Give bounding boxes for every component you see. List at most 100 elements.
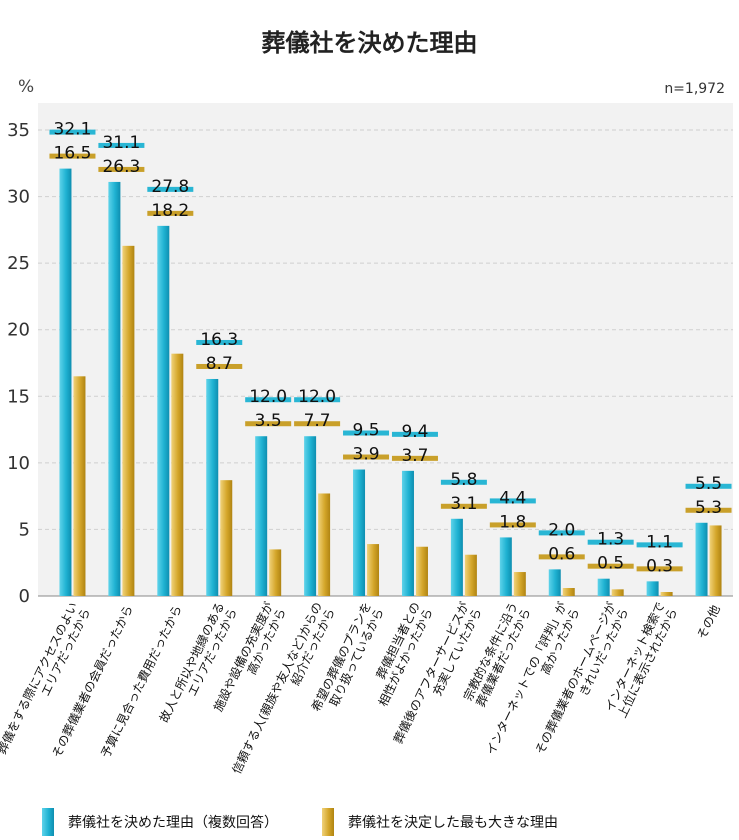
data-label-series2-0: 16.5 xyxy=(54,144,92,164)
label-plate-series2-0 xyxy=(49,153,96,159)
data-label-series2-3: 8.7 xyxy=(206,354,233,374)
bar-series1-8 xyxy=(450,518,463,596)
data-label-series1-1: 31.1 xyxy=(102,133,140,153)
bar-series2-11 xyxy=(611,589,624,596)
label-plate-series2-5 xyxy=(294,421,341,427)
label-plate-series1-0 xyxy=(49,129,96,135)
data-label-series2-2: 18.2 xyxy=(151,201,189,221)
bar-series2-3 xyxy=(220,480,233,596)
category-label-2: 予算に見合った費用だったから xyxy=(97,602,184,760)
data-label-series2-6: 3.9 xyxy=(353,445,380,465)
category-label-line: 予算に見合った費用だったから xyxy=(97,602,184,760)
label-plate-series2-8 xyxy=(440,503,487,509)
bar-series2-12 xyxy=(660,592,673,596)
bar-series1-6 xyxy=(353,469,366,596)
category-label-13: その他 xyxy=(694,603,722,642)
bar-series2-9 xyxy=(513,572,526,596)
bar-series2-0 xyxy=(73,376,86,596)
data-label-series2-4: 3.5 xyxy=(255,411,282,431)
plot-area xyxy=(38,103,733,596)
bar-series1-11 xyxy=(597,578,610,596)
bar-series2-1 xyxy=(122,245,135,596)
data-label-series2-11: 0.5 xyxy=(597,554,624,574)
bar-series1-9 xyxy=(499,537,512,596)
bar-series1-4 xyxy=(255,436,268,596)
data-labels: 32.1 16.5 31.1 26.3 27.8 18.2 16.3 8.7 12.0 3.5 12… xyxy=(49,120,732,576)
data-label-series1-4: 12.0 xyxy=(249,387,287,407)
bar-series2-5 xyxy=(318,493,331,596)
data-label-series2-9: 1.8 xyxy=(499,512,526,532)
data-label-series1-5: 12.0 xyxy=(298,387,336,407)
y-tick-label: 15 xyxy=(7,386,30,407)
data-label-series2-10: 0.6 xyxy=(548,544,575,564)
label-plate-series2-4 xyxy=(245,421,292,427)
bar-series2-10 xyxy=(562,588,575,596)
data-label-series1-11: 1.3 xyxy=(597,530,624,550)
y-tick-label: 0 xyxy=(19,586,30,607)
bar-series1-5 xyxy=(304,436,317,596)
y-tick-label: 35 xyxy=(7,120,30,141)
data-label-series2-5: 7.7 xyxy=(304,411,331,431)
label-plate-series1-5 xyxy=(294,397,341,403)
bars xyxy=(59,168,722,596)
chart-title: 葬儀社を決めた理由 xyxy=(262,29,478,57)
label-plate-series2-7 xyxy=(391,455,438,461)
data-label-series1-13: 5.5 xyxy=(695,474,722,494)
data-label-series2-7: 3.7 xyxy=(401,446,428,466)
bar-series1-3 xyxy=(206,378,219,596)
data-label-series1-7: 9.4 xyxy=(401,422,428,442)
y-tick-label: 30 xyxy=(7,187,30,208)
y-tick-label: 5 xyxy=(19,519,30,540)
legend: 葬儀社を決めた理由（複数回答） 葬儀社を決定した最も大きな理由 xyxy=(42,808,558,836)
y-tick-label: 10 xyxy=(7,453,30,474)
data-label-series1-3: 16.3 xyxy=(200,330,238,350)
data-label-series2-8: 3.1 xyxy=(450,494,477,514)
bar-series1-7 xyxy=(401,470,414,596)
bar-series1-1 xyxy=(108,181,121,596)
label-plate-series2-9 xyxy=(489,522,536,528)
label-plate-series2-10 xyxy=(538,554,585,560)
y-axis-unit: % xyxy=(18,77,34,97)
data-label-series1-2: 27.8 xyxy=(151,177,189,197)
data-label-series1-8: 5.8 xyxy=(450,470,477,490)
y-tick-label: 25 xyxy=(7,253,30,274)
label-plate-series1-2 xyxy=(147,186,194,192)
bar-series1-12 xyxy=(646,581,659,596)
label-plate-series2-6 xyxy=(343,454,390,460)
bar-series2-8 xyxy=(464,554,477,596)
label-plate-series1-4 xyxy=(245,397,292,403)
bar-series2-2 xyxy=(171,353,184,596)
label-plate-series1-11 xyxy=(587,539,634,545)
bar-series2-7 xyxy=(415,546,428,596)
label-plate-series2-11 xyxy=(587,563,634,569)
legend-swatch-series1 xyxy=(42,808,54,836)
bar-series1-2 xyxy=(157,225,170,596)
legend-swatch-series2 xyxy=(322,808,334,836)
sample-size-note: n=1,972 xyxy=(664,81,725,97)
label-plate-series1-12 xyxy=(636,542,683,548)
bar-series1-10 xyxy=(548,569,561,596)
bar-series2-4 xyxy=(269,549,282,596)
label-plate-series1-13 xyxy=(685,483,732,489)
y-axis-ticks: 0 5 10 15 20 25 30 35 xyxy=(7,120,30,607)
y-tick-label: 20 xyxy=(7,320,30,341)
category-labels: 葬儀をする際にアクセスのよいエリアだったからその葬儀業者の会員だったから予算に見… xyxy=(0,599,723,776)
label-plate-series1-6 xyxy=(343,430,390,436)
label-plate-series2-2 xyxy=(147,210,194,216)
data-label-series2-1: 26.3 xyxy=(102,157,140,177)
label-plate-series1-7 xyxy=(391,431,438,437)
label-plate-series1-1 xyxy=(98,142,145,148)
label-plate-series2-12 xyxy=(636,566,683,572)
label-plate-series1-10 xyxy=(538,530,585,536)
bar-series2-13 xyxy=(709,525,722,596)
label-plate-series1-3 xyxy=(196,339,243,345)
category-label-line: その他 xyxy=(694,603,722,642)
legend-label-series1: 葬儀社を決めた理由（複数回答） xyxy=(68,814,278,831)
data-label-series1-10: 2.0 xyxy=(548,520,575,540)
bar-series1-13 xyxy=(695,522,708,596)
label-plate-series1-8 xyxy=(440,479,487,485)
label-plate-series2-1 xyxy=(98,166,145,172)
data-label-series1-6: 9.5 xyxy=(353,421,380,441)
